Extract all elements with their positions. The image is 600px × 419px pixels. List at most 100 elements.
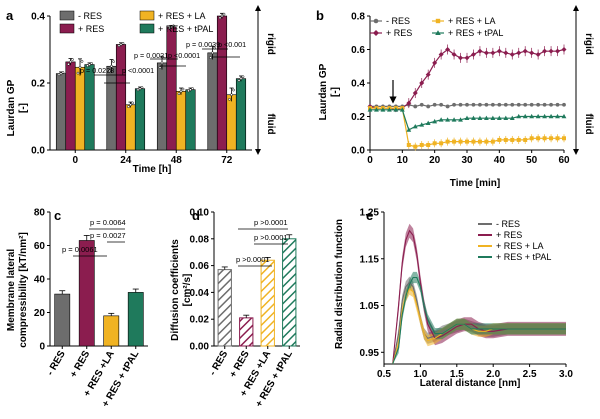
panel-e-xlabel: Lateral distance [nm] xyxy=(420,378,521,389)
point-res xyxy=(477,48,483,54)
data-point xyxy=(136,88,140,92)
point-neg_res xyxy=(529,102,534,107)
data-point xyxy=(218,16,222,20)
panel-b-axes: 0.0 0.2 0.4 0.6 0.8 0 10 20 30 40 50 60 xyxy=(351,12,570,167)
point-la xyxy=(432,141,437,146)
point-tpal xyxy=(419,122,425,127)
data-point xyxy=(172,24,175,28)
point-neg_res xyxy=(439,102,444,107)
point-tpal xyxy=(535,113,541,119)
bar-tpal xyxy=(282,238,297,347)
point-la xyxy=(497,137,502,142)
panel-b: b Laurdan GP [-] Time [min] 0.0 0.2 0.4 0.6… xyxy=(316,5,594,189)
legend-la: + RES + LA xyxy=(448,16,496,26)
y-tick-label: 0.2 xyxy=(31,79,45,90)
point-res xyxy=(464,55,470,61)
data-point xyxy=(119,43,123,46)
point-tpal xyxy=(471,115,476,120)
point-res xyxy=(522,48,528,54)
point-tpal xyxy=(412,123,418,129)
y-tick-label: 1.05 xyxy=(360,301,380,312)
point-neg_res xyxy=(490,102,495,107)
legend-neg-res: - RES xyxy=(386,16,410,26)
data-point xyxy=(191,87,194,90)
point-tpal xyxy=(529,113,535,119)
point-neg_res xyxy=(516,102,521,107)
point-res xyxy=(419,80,425,86)
band-neg_res xyxy=(392,276,566,364)
data-point xyxy=(121,41,125,45)
bar-neg_res xyxy=(55,73,67,151)
annotation-p: p = 0.0039 xyxy=(186,40,220,49)
legend-tpal: + RES + tPAL xyxy=(158,24,213,34)
y-tick-label: 0.6 xyxy=(351,45,365,56)
legend-marker-tpal xyxy=(435,30,441,35)
y-tick-label: 0.02 xyxy=(190,315,210,326)
point-res xyxy=(516,50,522,56)
point-res xyxy=(529,50,535,56)
point-tpal xyxy=(438,117,444,122)
x-tick-label: 2.5 xyxy=(523,369,537,380)
point-tpal xyxy=(516,113,522,119)
x-tick-label: 0 xyxy=(367,155,373,166)
point-neg_res xyxy=(471,102,476,107)
point-la xyxy=(536,136,541,141)
x-tick-label: 3.0 xyxy=(559,369,573,380)
x-category-label: - RES xyxy=(45,349,68,378)
point-la xyxy=(419,142,424,147)
point-tpal xyxy=(425,120,431,125)
panel-b-series xyxy=(367,44,567,151)
bar-res xyxy=(166,26,177,151)
panel-b-ylabel: Laurdan GP xyxy=(318,63,329,120)
panel-d-xlabels: - RES+ RES+ RES +LA+ RES + tPAL xyxy=(207,346,295,409)
point-tpal xyxy=(561,113,567,119)
panel-a-legend: - RES + RES + RES + LA + RES + tPAL xyxy=(59,10,213,34)
panel-c-ylabel: Membrane lateral xyxy=(6,249,17,331)
bar-res xyxy=(216,15,228,151)
bar-neg_res xyxy=(106,65,117,151)
panel-c-ylabel2: compressibility [kT/nm²] xyxy=(18,232,29,348)
x-tick-label: 20 xyxy=(429,155,441,166)
panel-e: e Radial distribution function Lateral d… xyxy=(334,208,573,390)
x-tick-label: 0.5 xyxy=(377,369,391,380)
x-tick-label: 24 xyxy=(120,155,132,166)
point-tpal xyxy=(548,113,554,119)
data-point xyxy=(88,63,91,66)
data-point xyxy=(158,66,162,69)
x-tick-label: 72 xyxy=(221,155,233,166)
data-point xyxy=(140,86,144,89)
y-tick-label: 0.00 xyxy=(190,342,210,353)
panel-e-axes: 0.95 1.05 1.15 1.25 0.5 1.0 1.5 2.0 2.5 3.0 xyxy=(360,208,574,381)
point-tpal xyxy=(451,117,457,122)
point-tpal xyxy=(522,113,528,119)
bar-tpal xyxy=(134,88,146,151)
data-point xyxy=(127,105,130,109)
x-tick-label: 0 xyxy=(72,155,78,166)
point-tpal xyxy=(555,113,560,119)
panel-c-xlabels: - RES + RES+ RES +LA+ RES + tPAL xyxy=(45,346,141,409)
point-res xyxy=(483,50,489,56)
legend-swatch-la xyxy=(139,10,155,21)
point-res xyxy=(438,52,444,58)
panel-a-yunit: [-] xyxy=(18,103,29,113)
data-point xyxy=(232,88,235,92)
bar-neg_res xyxy=(156,62,168,151)
y-tick-label: 0.2 xyxy=(351,112,365,123)
point-neg_res xyxy=(426,104,431,109)
data-point xyxy=(129,103,132,107)
point-tpal xyxy=(393,107,399,112)
point-res xyxy=(503,50,509,56)
x-tick-label: 50 xyxy=(526,155,538,166)
legend-swatch-neg-res xyxy=(59,10,75,21)
panel-d-label: d xyxy=(192,208,200,223)
point-res xyxy=(425,72,431,78)
point-res xyxy=(458,55,464,61)
data-point xyxy=(69,60,72,64)
legend-marker-res xyxy=(373,30,379,36)
y-tick-label: 1.25 xyxy=(360,208,380,219)
data-point xyxy=(181,87,185,91)
bar-res xyxy=(239,317,254,347)
bar-tpal xyxy=(127,292,144,347)
data-point xyxy=(138,87,142,91)
legend-swatch-res xyxy=(59,23,75,34)
